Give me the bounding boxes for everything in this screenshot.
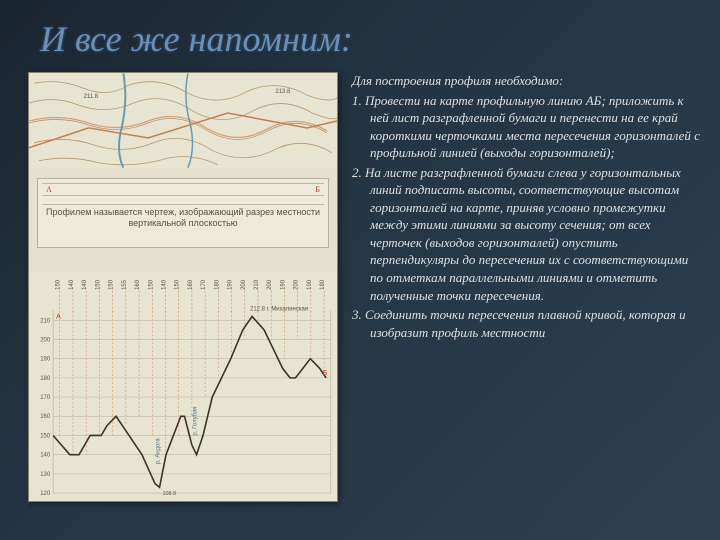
svg-text:120: 120 xyxy=(40,491,51,497)
caption-panel: А Б Профилем называется чертеж, изобража… xyxy=(37,178,329,248)
svg-text:200: 200 xyxy=(241,279,247,290)
svg-text:180: 180 xyxy=(214,279,220,290)
svg-text:155: 155 xyxy=(122,279,128,290)
endpoint-a-label: А xyxy=(46,185,52,194)
text-column: Для построения профиля необходимо: 1. Пр… xyxy=(352,72,700,502)
svg-text:170: 170 xyxy=(40,395,51,401)
svg-text:140: 140 xyxy=(82,279,88,290)
svg-text:200: 200 xyxy=(40,337,51,343)
svg-text:140: 140 xyxy=(69,279,75,290)
svg-text:200: 200 xyxy=(267,279,273,290)
svg-text:150: 150 xyxy=(56,279,62,290)
svg-text:170: 170 xyxy=(201,279,207,290)
svg-text:160: 160 xyxy=(188,279,194,290)
ruled-lines xyxy=(42,183,324,205)
svg-text:160: 160 xyxy=(40,414,51,420)
profile-svg: 150 140 140 150 150 155 160 150 140 150 160 170 180 1… xyxy=(29,273,337,501)
svg-text:150: 150 xyxy=(175,279,181,290)
svg-text:150: 150 xyxy=(109,279,115,290)
step-2: 2. На листе разграфленной бумаги слева у… xyxy=(352,164,700,304)
step-3: 3. Соединить точки пересечения плавной к… xyxy=(352,306,700,341)
svg-text:180: 180 xyxy=(40,376,51,382)
svg-text:А: А xyxy=(56,314,61,321)
svg-text:р. Голубая: р. Голубая xyxy=(193,407,199,436)
svg-text:140: 140 xyxy=(40,453,51,459)
slide-title: И все же напомним: xyxy=(0,0,720,60)
steps-list: 1. Провести на карте профильную линию АБ… xyxy=(352,92,700,342)
diagram-column: 211.8 213.8 А Б Профилем называется черт… xyxy=(28,72,338,502)
profile-diagram: 211.8 213.8 А Б Профилем называется черт… xyxy=(28,72,338,502)
svg-text:108.8: 108.8 xyxy=(163,491,177,497)
svg-text:Б: Б xyxy=(323,370,328,377)
spot-height-2: 213.8 xyxy=(275,89,291,95)
svg-text:160: 160 xyxy=(135,279,141,290)
svg-text:212.8 г. Михалинская: 212.8 г. Михалинская xyxy=(250,306,308,312)
endpoint-b-label: Б xyxy=(315,185,320,194)
svg-text:130: 130 xyxy=(40,472,51,478)
svg-text:190: 190 xyxy=(307,279,313,290)
svg-text:150: 150 xyxy=(148,279,154,290)
svg-text:190: 190 xyxy=(40,357,51,363)
svg-text:210: 210 xyxy=(40,318,51,324)
svg-text:190: 190 xyxy=(228,279,234,290)
step-1: 1. Провести на карте профильную линию АБ… xyxy=(352,92,700,162)
content-row: 211.8 213.8 А Б Профилем называется черт… xyxy=(0,60,720,502)
map-svg: 211.8 213.8 xyxy=(29,73,337,168)
svg-text:190: 190 xyxy=(280,279,286,290)
profile-chart: 150 140 140 150 150 155 160 150 140 150 160 170 180 1… xyxy=(29,273,337,501)
svg-text:150: 150 xyxy=(95,279,101,290)
svg-text:210: 210 xyxy=(254,279,260,290)
svg-text:180: 180 xyxy=(320,279,326,290)
topographic-map-strip: 211.8 213.8 xyxy=(29,73,337,168)
spot-height-1: 211.8 xyxy=(84,94,99,100)
svg-text:140: 140 xyxy=(161,279,167,290)
svg-text:150: 150 xyxy=(40,433,51,439)
svg-text:р. Андога: р. Андога xyxy=(156,438,162,465)
lead-text: Для построения профиля необходимо: xyxy=(352,72,700,90)
svg-text:200: 200 xyxy=(294,279,300,290)
diagram-caption: Профилем называется чертеж, изображающий… xyxy=(38,207,328,229)
